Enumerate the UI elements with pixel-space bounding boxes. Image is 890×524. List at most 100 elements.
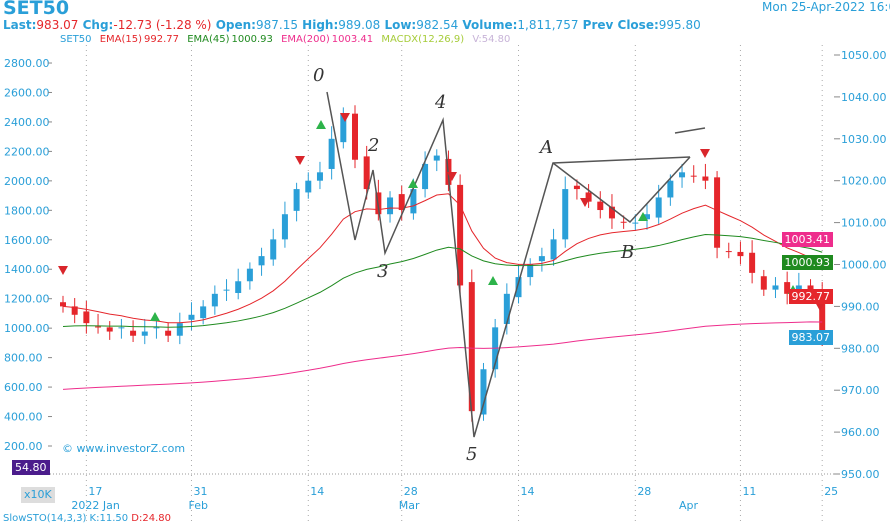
x-tick-label: 25 <box>824 485 838 498</box>
ema45-line <box>62 233 823 328</box>
candle <box>690 165 697 183</box>
candle <box>106 321 113 340</box>
volume-unit-label: x10K <box>21 487 55 503</box>
candle <box>71 298 78 324</box>
legend-symbol: SET50 <box>60 34 92 45</box>
candle <box>281 201 288 248</box>
candle <box>141 318 148 345</box>
y-left-tick-label: 1400.00 <box>4 263 50 276</box>
y-right-tick-label: 960.00 <box>841 426 880 439</box>
sell-signal-icon <box>340 113 350 122</box>
last-label: Last: <box>3 18 37 32</box>
y-right-tick-label: 1040.00 <box>841 91 887 104</box>
volume-value: 1,811,757 <box>517 18 579 32</box>
x-month-label: 2022 Jan <box>71 499 119 512</box>
y-left-tick-label: 2400.00 <box>4 116 50 129</box>
slow-sto-legend: SlowSTO(14,3,3) K:11.50 D:24.80 <box>3 513 171 524</box>
x-tick-label: 31 <box>193 485 207 498</box>
sell-signal-icon <box>295 156 305 165</box>
sell-signal-icon <box>58 266 68 275</box>
sto-d: D:24.80 <box>131 513 171 524</box>
y-left-tick-label: 1600.00 <box>4 234 50 247</box>
candle <box>305 172 312 199</box>
x-tick-label: 28 <box>637 485 651 498</box>
ema45-price-tag: 1000.93 <box>781 255 833 270</box>
sell-signal-icon <box>700 149 710 158</box>
y-left-tick-label: 600.00 <box>4 381 43 394</box>
pattern-line <box>552 156 691 224</box>
x-tick-label: 11 <box>742 485 756 498</box>
candle <box>784 271 791 305</box>
candle <box>702 163 709 190</box>
candle <box>562 176 569 248</box>
x-tick-label: 14 <box>310 485 324 498</box>
ema15-price-tag: 992.77 <box>788 289 833 304</box>
sell-signal-icon <box>580 198 590 207</box>
candle <box>585 184 592 208</box>
candle <box>188 302 195 331</box>
candle <box>352 105 358 169</box>
candle <box>679 163 686 188</box>
wave-label: 4 <box>434 92 446 113</box>
candle <box>130 320 137 343</box>
legend-ema200-value: 1003.41 <box>331 34 374 45</box>
candle <box>725 242 732 259</box>
candle <box>118 318 125 339</box>
legend-volume: V:54.80 <box>472 34 511 45</box>
candle <box>644 203 650 230</box>
candle <box>772 277 779 299</box>
buy-signal-icon <box>638 212 648 221</box>
indicator-legend: SET50 EMA(15) 992.77 EMA(45) 1000.93 EMA(2… <box>60 34 515 46</box>
candle <box>433 149 440 172</box>
open-value: 987.15 <box>255 18 298 32</box>
x-tick-label: 17 <box>88 485 102 498</box>
candle <box>270 228 277 266</box>
x-month-label: Feb <box>188 499 207 512</box>
candle <box>760 269 767 296</box>
candle <box>457 174 464 294</box>
candle <box>95 313 102 334</box>
wave-label: A <box>538 137 553 158</box>
y-left-tick-label: 2800.00 <box>4 57 50 70</box>
ema200-price-tag: 1003.41 <box>781 232 833 247</box>
candle <box>246 262 253 290</box>
y-right-tick-label: 1020.00 <box>841 175 887 188</box>
candle <box>83 300 90 334</box>
high-value: 989.08 <box>338 18 381 32</box>
x-month-label: Apr <box>679 499 699 512</box>
sell-signal-icon <box>815 302 825 311</box>
candle <box>597 191 604 219</box>
candle <box>258 247 265 276</box>
y-left-tick-label: 200.00 <box>4 440 43 453</box>
low-value: 982.54 <box>416 18 459 32</box>
y-left-tick-label: 400.00 <box>4 411 43 424</box>
candle <box>60 295 66 313</box>
candle <box>538 247 545 272</box>
candle <box>714 171 721 259</box>
candle <box>573 179 580 200</box>
y-left-tick-label: 2600.00 <box>4 86 50 99</box>
watermark: © www.investorZ.com <box>62 442 186 455</box>
legend-macd: MACDX(12,26,9) <box>381 34 465 45</box>
y-right-tick-label: 990.00 <box>841 300 880 313</box>
chg-label: Chg: <box>82 18 114 32</box>
candle <box>316 161 323 190</box>
prev-close-value: 995.80 <box>658 18 701 32</box>
wave-label: 2 <box>367 135 379 156</box>
x-tick-label: 28 <box>404 485 418 498</box>
candle <box>503 283 510 335</box>
y-right-tick-label: 950.00 <box>841 468 880 481</box>
y-left-tick-label: 1200.00 <box>4 293 50 306</box>
candle <box>176 312 183 345</box>
symbol-title: SET50 <box>3 0 70 19</box>
y-right-tick-label: 1010.00 <box>841 217 887 230</box>
x-month-label: Mar <box>399 499 420 512</box>
volume-tag: 54.80 <box>12 460 50 475</box>
ema15-line <box>62 193 823 324</box>
quote-bar: Last:983.07 Chg:-12.73 (-1.28 %) Open:98… <box>3 18 701 32</box>
candle <box>153 321 160 339</box>
candle <box>550 228 557 266</box>
y-right-tick-label: 970.00 <box>841 384 880 397</box>
high-label: High: <box>302 18 339 32</box>
